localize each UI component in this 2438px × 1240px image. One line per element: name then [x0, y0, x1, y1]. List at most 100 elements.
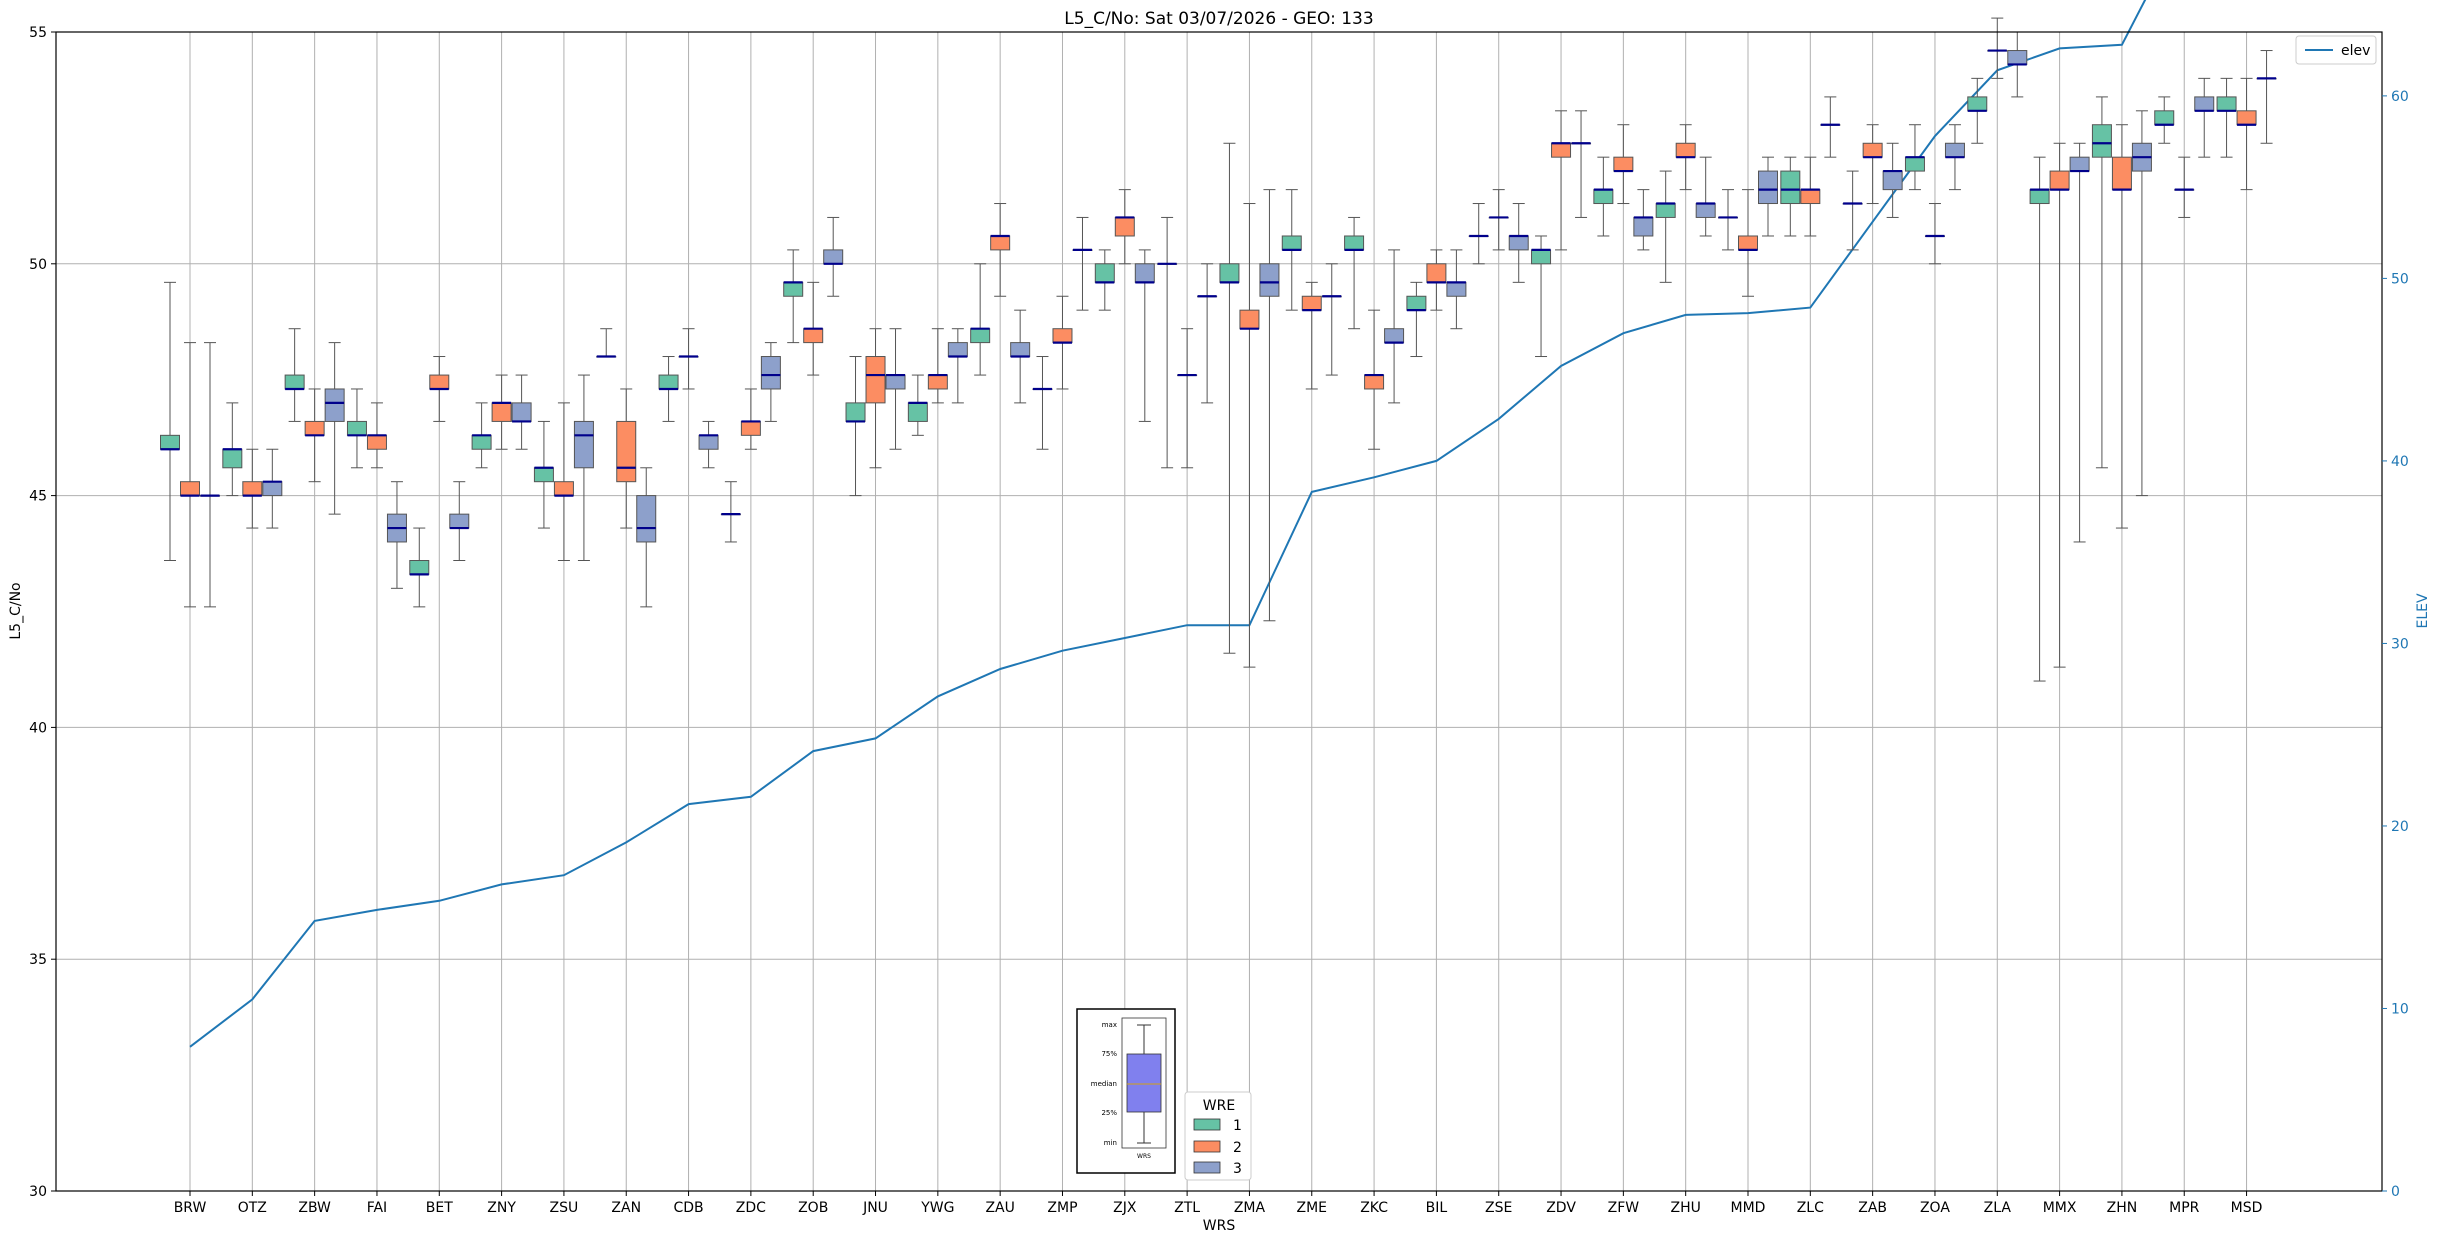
key-label-q1: 25% [1101, 1109, 1117, 1117]
iqr-box [324, 388, 345, 422]
box-zma-wre1 [1219, 142, 1240, 654]
x-tick-label: MMX [2043, 1200, 2077, 1216]
box-zkc-wre1 [1344, 216, 1365, 330]
iqr-box [2007, 50, 2028, 65]
x-tick-label: ZLA [1984, 1200, 2012, 1216]
iqr-box [409, 560, 430, 575]
box-mmd-wre1 [1718, 189, 1738, 251]
box-zob-wre2 [803, 281, 824, 376]
box-fai-wre1 [346, 388, 367, 469]
y-tick-label: 35 [29, 952, 47, 968]
box-zdv-wre2 [1551, 110, 1572, 251]
iqr-box [1904, 156, 1925, 172]
box-jnu-wre3 [885, 328, 906, 450]
iqr-box [1944, 142, 1965, 158]
box-zse-wre3 [1508, 203, 1529, 283]
box-zoa-wre1 [1904, 124, 1925, 191]
box-mmd-wre3 [1758, 156, 1778, 237]
box-zse-wre2 [1488, 189, 1509, 251]
iqr-box [471, 434, 492, 450]
iqr-box [1052, 328, 1073, 344]
x-tick-label: ZSU [550, 1200, 579, 1216]
x-tick-label: ZAB [1858, 1200, 1887, 1216]
iqr-box [2216, 96, 2237, 112]
iqr-box [222, 448, 243, 469]
iqr-box [1675, 142, 1696, 158]
box-msd-wre1 [2216, 77, 2237, 158]
box-zma-wre3 [1259, 189, 1280, 622]
iqr-box [1758, 170, 1778, 205]
x-tick-label: MMD [1731, 1200, 1766, 1216]
iqr-box [1633, 216, 1654, 237]
box-zme-wre3 [1321, 263, 1342, 376]
y2-tick-label: 30 [2391, 636, 2409, 652]
box-zhn-wre3 [2131, 110, 2152, 497]
box-brw-wre3 [200, 342, 220, 608]
box-mpr-wre2 [2174, 156, 2195, 218]
x-tick-label: ZAU [985, 1200, 1014, 1216]
x-tick-label: ZOB [798, 1200, 828, 1216]
box-ywg-wre1 [907, 374, 928, 436]
box-zab-wre2 [1862, 124, 1883, 205]
box-fai-wre3 [386, 481, 407, 589]
box-cdb-wre3 [698, 420, 719, 469]
y2-axis-label: ELEV [2415, 593, 2431, 628]
iqr-box [553, 481, 574, 497]
wre-legend-swatch-3 [1193, 1161, 1221, 1174]
iqr-box [2029, 189, 2050, 205]
iqr-box [160, 434, 180, 450]
iqr-box [491, 402, 512, 422]
wre-legend-swatch-1 [1193, 1118, 1221, 1131]
box-mmx-wre3 [2069, 142, 2090, 543]
iqr-box [740, 420, 761, 436]
x-tick-label: ZTL [1174, 1200, 1200, 1216]
box-zdc-wre2 [740, 388, 761, 450]
box-zab-wre1 [1842, 170, 1863, 251]
iqr-box [2194, 96, 2215, 112]
box-bet-wre2 [429, 356, 450, 422]
x-tick-label: MPR [2169, 1200, 2200, 1216]
wre-legend-label-3: 3 [1233, 1161, 1242, 1177]
box-mpr-wre3 [2194, 77, 2215, 158]
iqr-box [927, 374, 948, 390]
box-otz-wre2 [242, 448, 263, 529]
box-zhu-wre3 [1695, 156, 1716, 237]
iqr-box [1862, 142, 1883, 158]
box-zkc-wre3 [1384, 249, 1405, 404]
box-bil-wre2 [1426, 249, 1447, 311]
box-zlc-wre1 [1780, 156, 1801, 237]
box-msd-wre2 [2236, 77, 2257, 191]
box-zjx-wre3 [1134, 249, 1155, 422]
box-zla-wre3 [2007, 31, 2028, 98]
box-ztl-wre2 [1177, 328, 1198, 469]
iqr-box [1446, 281, 1467, 297]
iqr-box [2049, 170, 2070, 191]
iqr-box [1406, 295, 1427, 311]
y2-tick-label: 50 [2391, 271, 2409, 287]
wre-legend-title: WRE [1203, 1098, 1235, 1114]
box-bil-wre3 [1446, 249, 1467, 330]
box-bil-wre1 [1406, 281, 1427, 358]
x-tick-label: ZME [1297, 1200, 1328, 1216]
box-zbw-wre1 [284, 328, 305, 422]
box-mpr-wre1 [2154, 96, 2175, 144]
iqr-box [803, 328, 824, 344]
key-label-min: min [1104, 1139, 1117, 1147]
elev-layer [189, 0, 2147, 1048]
box-zan-wre2 [616, 388, 637, 529]
box-zsu-wre1 [533, 420, 554, 529]
box-zse-wre1 [1468, 203, 1489, 265]
box-zdv-wre1 [1531, 235, 1552, 358]
grid-layer [56, 31, 2382, 1192]
box-zoa-wre3 [1944, 124, 1965, 191]
wre-legend-label-1: 1 [1233, 1118, 1242, 1134]
box-fai-wre2 [366, 402, 387, 469]
iqr-box [1281, 235, 1302, 251]
iqr-box [823, 249, 844, 265]
x-tick-label: ZFW [1608, 1200, 1640, 1216]
iqr-box [1531, 249, 1552, 265]
x-tick-label: CDB [673, 1200, 703, 1216]
x-tick-label: ZLC [1797, 1200, 1824, 1216]
box-zau-wre2 [990, 203, 1011, 297]
